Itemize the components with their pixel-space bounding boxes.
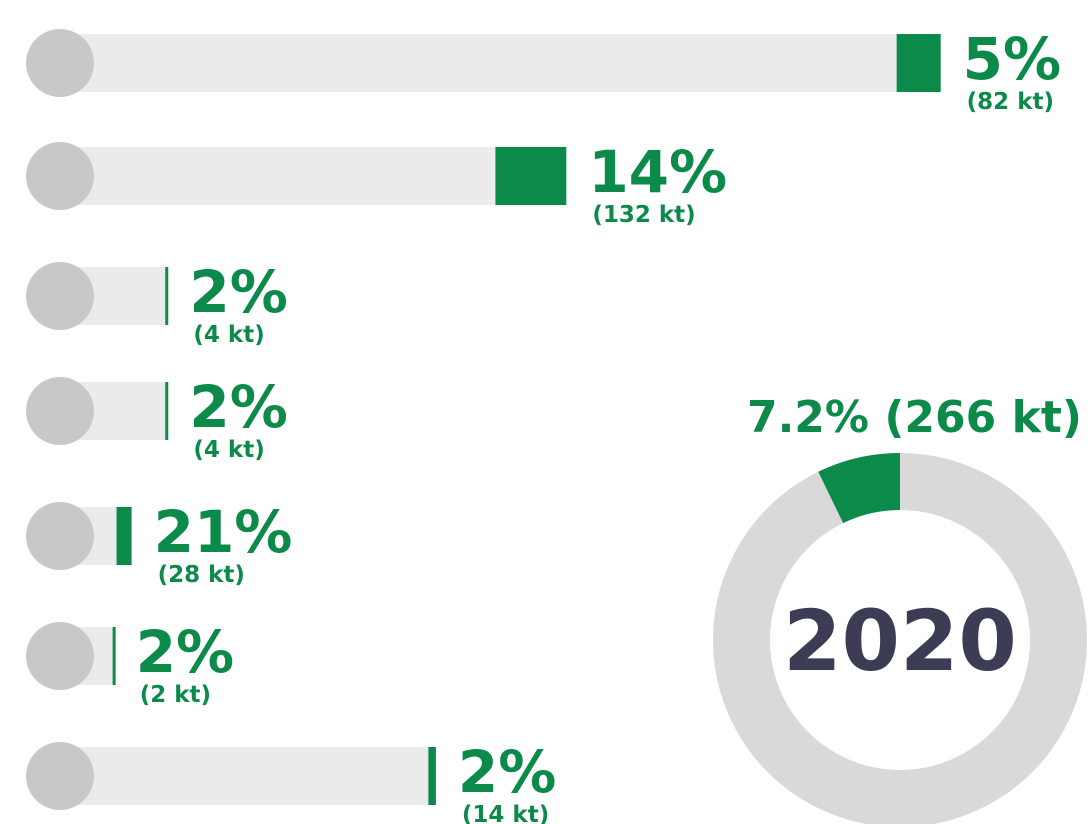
icon-circle xyxy=(26,622,94,690)
icon-circle xyxy=(26,142,94,210)
icon-circle xyxy=(26,377,94,445)
donut-center-label: 2020 xyxy=(783,592,1017,690)
bar-recycled xyxy=(495,147,567,205)
percent-label: 14% xyxy=(588,138,727,206)
percent-label: 2% xyxy=(189,258,287,326)
percent-label: 2% xyxy=(189,373,287,441)
bar-track xyxy=(60,147,567,205)
donut-value-label: 7.2% (266 kt) xyxy=(747,392,1082,443)
icon-circle xyxy=(26,262,94,330)
percent-label: 2% xyxy=(136,618,234,686)
bar-track xyxy=(60,747,436,805)
icon-circle xyxy=(26,29,94,97)
bar-recycled xyxy=(112,627,116,685)
bar-recycled xyxy=(165,267,169,325)
icon-circle xyxy=(26,502,94,570)
percent-label: 21% xyxy=(154,498,293,566)
bar-recycled xyxy=(428,747,436,805)
bar-recycled xyxy=(165,382,169,440)
bar-recycled xyxy=(896,34,941,92)
amount-label: (4 kt) xyxy=(193,322,264,348)
bar-recycled xyxy=(116,507,132,565)
amount-label: (132 kt) xyxy=(592,202,695,228)
amount-label: (82 kt) xyxy=(967,89,1054,115)
amount-label: (14 kt) xyxy=(462,802,549,824)
icon-circle xyxy=(26,742,94,810)
percent-label: 5% xyxy=(963,25,1061,93)
bar-track xyxy=(60,34,941,92)
amount-label: (2 kt) xyxy=(140,682,211,708)
amount-label: (4 kt) xyxy=(193,437,264,463)
donut-segment xyxy=(818,453,900,524)
percent-label: 2% xyxy=(458,738,556,806)
amount-label: (28 kt) xyxy=(158,562,245,588)
